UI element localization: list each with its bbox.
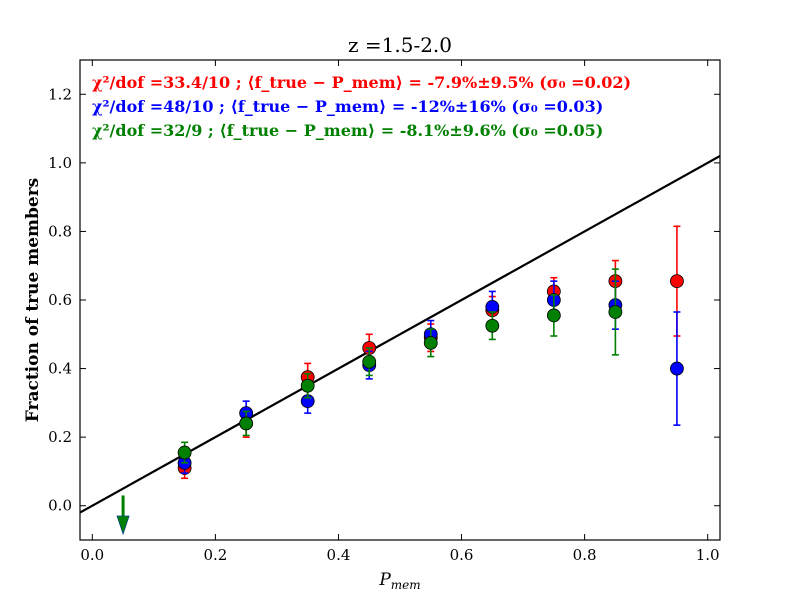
y-tick-label: 0.6 — [48, 291, 72, 309]
x-tick-label: 0.0 — [80, 546, 104, 564]
plot-area — [80, 155, 720, 536]
axis-ticks: 0.0 0.2 0.4 0.6 0.8 1.0 0.0 0.2 0.4 0.6 0.8 1.0 1.2 — [48, 60, 720, 564]
data-point — [300, 378, 315, 393]
data-point — [670, 361, 684, 376]
reference-line — [80, 155, 720, 514]
y-tick-label: 1.0 — [48, 154, 72, 172]
x-tick-label: 0.8 — [573, 546, 597, 564]
x-tick-label: 1.0 — [696, 546, 720, 564]
y-tick-label: 0.4 — [48, 360, 72, 378]
chart-title: z =1.5-2.0 — [348, 33, 452, 57]
y-axis-label: Fraction of true members — [23, 178, 43, 423]
data-point — [362, 354, 377, 369]
data-point — [546, 308, 561, 323]
y-tick-label: 0.8 — [48, 222, 72, 240]
fit-statistics: χ²/dof =33.4/10 ; ⟨f_true − P_mem⟩ = -7.… — [92, 73, 631, 140]
data-point — [608, 305, 623, 319]
data-point — [423, 335, 438, 350]
x-axis-label: Pmem — [378, 570, 420, 592]
x-tick-label: 0.4 — [327, 546, 351, 564]
data-point — [485, 318, 500, 333]
upper-limit-arrow-head — [116, 515, 130, 536]
fit-statistic-1: χ²/dof =48/10 ; ⟨f_true − P_mem⟩ = -12%±… — [92, 97, 603, 116]
series-1 — [177, 280, 684, 474]
y-tick-label: 0.2 — [48, 428, 72, 446]
x-tick-label: 0.6 — [450, 546, 474, 564]
fit-statistic-0: χ²/dof =33.4/10 ; ⟨f_true − P_mem⟩ = -7.… — [92, 73, 631, 92]
fit-statistic-2: χ²/dof =32/9 ; ⟨f_true − P_mem⟩ = -8.1%±… — [92, 121, 603, 140]
y-tick-label: 1.2 — [48, 85, 72, 103]
x-tick-label: 0.2 — [203, 546, 227, 564]
data-point — [670, 274, 684, 289]
data-point — [239, 416, 254, 431]
data-point — [177, 445, 192, 460]
series-2 — [116, 268, 623, 536]
y-tick-label: 0.0 — [48, 497, 72, 515]
